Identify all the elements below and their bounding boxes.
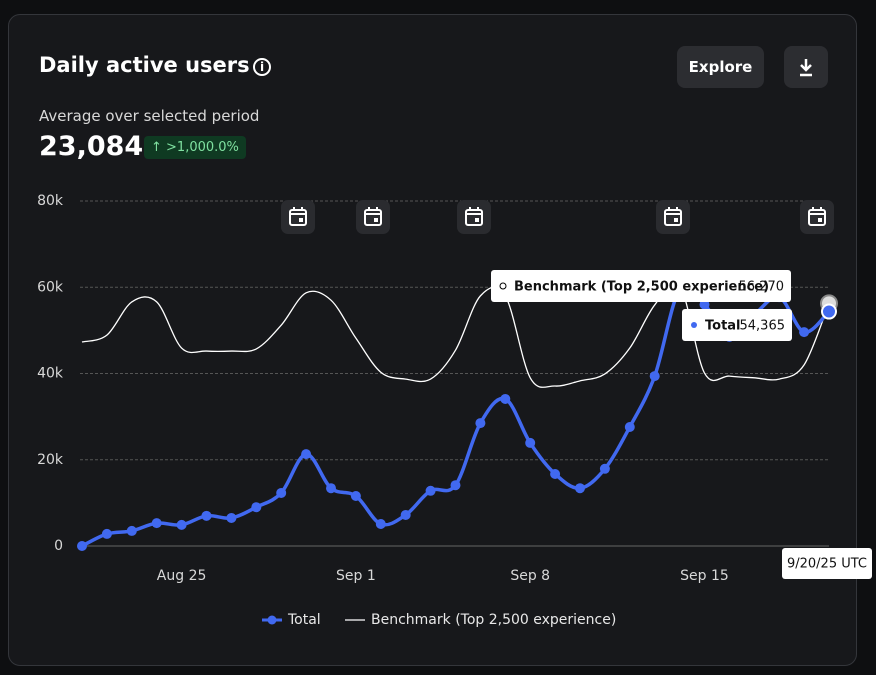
event-icon [656, 200, 690, 234]
y-tick-label: 0 [54, 538, 63, 554]
series-point [525, 437, 536, 448]
y-tick-label: 60k [37, 279, 64, 295]
series-point [176, 519, 187, 530]
event-icon [281, 200, 315, 234]
series-point [624, 421, 635, 432]
download-button[interactable] [784, 46, 828, 88]
series-point [425, 485, 436, 496]
event-icon-bg [656, 200, 690, 234]
series-point [375, 519, 386, 530]
series-point [550, 468, 561, 479]
event-icon-rings [665, 207, 681, 215]
series-point [799, 327, 810, 338]
series-point [575, 483, 585, 494]
series-point [350, 490, 361, 501]
event-icon-rings [809, 207, 825, 215]
series-point [649, 371, 660, 382]
event-icon-dot [818, 218, 822, 222]
y-tick-label: 20k [37, 452, 64, 468]
event-icon-bg [356, 200, 390, 234]
subtitle: Average over selected period [39, 107, 260, 125]
x-tick-label: Aug 25 [157, 568, 207, 584]
event-icon-rings [290, 207, 306, 215]
series-point [126, 525, 137, 536]
event-icon-bg [281, 200, 315, 234]
event-icon-cal [465, 209, 483, 226]
legend-label: Benchmark (Top 2,500 experience) [371, 612, 616, 628]
tooltip-name: Benchmark (Top 2,500 experience) [514, 280, 769, 295]
legend-label: Total [287, 612, 321, 628]
event-icon-cal [364, 209, 382, 226]
series-line [81, 281, 830, 389]
event-icon-bg [800, 200, 834, 234]
y-tick-label: 80k [37, 193, 64, 209]
event-icon-dot [475, 218, 479, 222]
event-icon-dot [374, 218, 378, 222]
date-tooltip: 9/20/25 UTC [787, 557, 867, 572]
event-icon [800, 200, 834, 234]
event-icon-cal [289, 209, 307, 226]
series-point [326, 483, 336, 494]
hover-point [821, 303, 837, 320]
tooltip-value: 54,365 [740, 319, 786, 334]
series-point [101, 528, 112, 539]
x-tick-label: Sep 8 [510, 568, 550, 584]
series-point [251, 502, 262, 513]
tooltip-dot [691, 322, 697, 328]
date-tooltip-box [782, 548, 872, 579]
event-icon-cal [664, 209, 682, 226]
series-point [450, 480, 461, 491]
change: >1,000.0% [166, 140, 239, 155]
metric: 23,084 [39, 131, 144, 162]
series-point [226, 512, 237, 523]
y-tick-label: 40k [37, 366, 64, 382]
tooltip-name: Total [705, 319, 741, 334]
tooltip-value: 56,270 [739, 280, 785, 295]
event-icon [356, 200, 390, 234]
event-icon-dot [299, 218, 303, 222]
change-badge: ↑ >1,000.0% [144, 136, 246, 159]
series-point [400, 509, 411, 520]
event-icon-cal [808, 209, 826, 226]
series-point [599, 463, 610, 474]
explore-button[interactable]: Explore [677, 46, 764, 88]
series-point [77, 541, 87, 551]
legend-dot [267, 615, 277, 625]
event-icon-dot [674, 218, 678, 222]
series-point [475, 418, 486, 429]
event-icon-bg [457, 200, 491, 234]
series-point [301, 449, 312, 460]
tooltip-box [682, 309, 792, 341]
series-point [201, 510, 212, 521]
series-point [151, 518, 162, 529]
event-icon-rings [365, 207, 381, 215]
event-icon-rings [466, 207, 482, 215]
tooltip-box [491, 270, 791, 302]
tooltip-dot [499, 282, 507, 290]
series-point [500, 393, 511, 404]
title: Daily active users [39, 53, 250, 77]
event-icon [457, 200, 491, 234]
info-icon[interactable]: i [253, 58, 271, 76]
x-tick-label: Sep 1 [336, 568, 376, 584]
series-point [276, 487, 287, 498]
download-icon [800, 59, 812, 77]
x-tick-label: Sep 15 [680, 568, 729, 584]
